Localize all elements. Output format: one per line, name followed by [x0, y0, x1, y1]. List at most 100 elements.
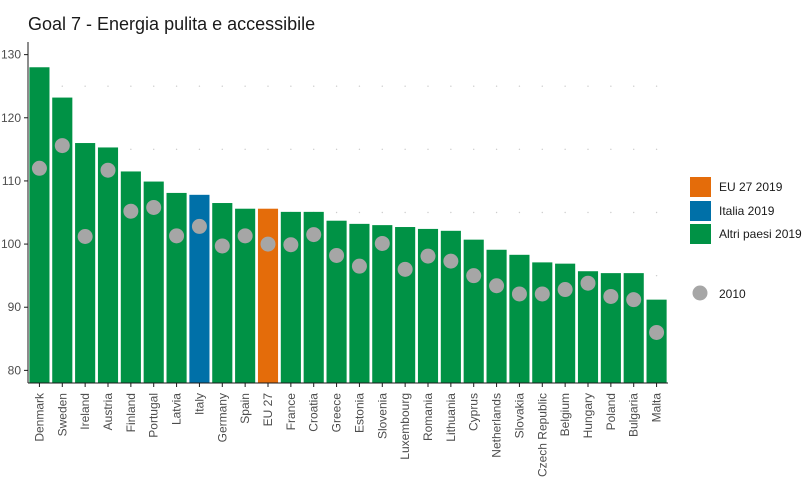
x-tick-label: Netherlands	[490, 393, 504, 458]
y-tick-label: 100	[1, 237, 21, 251]
point-2010-france	[283, 237, 299, 253]
bar-germany	[212, 203, 233, 383]
point-2010-lithuania	[443, 253, 459, 269]
y-tick-label: 130	[1, 48, 21, 62]
bar-denmark	[29, 67, 50, 383]
x-tick-label: Spain	[238, 393, 252, 424]
point-2010-cyprus	[466, 268, 482, 284]
chart-title: Goal 7 - Energia pulita e accessibile	[28, 14, 316, 34]
point-2010-hungary	[580, 275, 596, 291]
x-tick-label: Cyprus	[467, 393, 481, 431]
x-tick-label: France	[284, 393, 298, 431]
grid-point	[381, 148, 383, 151]
grid-point	[381, 85, 383, 87]
grid-point	[381, 211, 383, 214]
x-tick-label: Lithuania	[444, 393, 458, 442]
grid-point	[518, 211, 521, 214]
point-2010-belgium	[557, 282, 573, 298]
y-tick-label: 110	[2, 174, 21, 188]
grid-point	[655, 211, 658, 214]
x-tick-label: Germany	[215, 393, 229, 442]
x-tick-label: Belgium	[558, 393, 572, 436]
point-2010-germany	[214, 238, 230, 254]
grid-point	[564, 85, 566, 87]
bar-slovakia	[509, 254, 530, 383]
point-2010-bulgaria	[626, 292, 642, 308]
grid-point	[633, 211, 635, 214]
grid-point	[610, 148, 612, 151]
grid-point	[358, 148, 361, 151]
dots-layer	[31, 138, 665, 340]
x-tick-label: Austria	[101, 393, 115, 431]
x-tick-label: Latvia	[170, 393, 184, 425]
grid-point	[427, 211, 429, 214]
bar-portugal	[143, 181, 164, 383]
bar-latvia	[166, 192, 187, 383]
point-2010-czech-republic	[534, 286, 550, 302]
grid-point	[655, 148, 658, 151]
grid-point	[473, 85, 475, 87]
bar-lithuania	[440, 230, 461, 383]
x-tick-label: EU 27	[261, 393, 275, 427]
grid-point	[610, 85, 612, 87]
grid-point	[130, 85, 132, 87]
point-2010-latvia	[169, 228, 185, 244]
legend-swatch-eu	[690, 177, 711, 197]
bar-hungary	[577, 271, 599, 383]
x-tick-label: Sweden	[55, 393, 69, 436]
x-tick-label: Italy	[192, 393, 206, 415]
x-tick-label: Malta	[650, 393, 664, 423]
grid-point	[244, 85, 246, 87]
grid-point	[655, 85, 658, 87]
y-tick-label: 90	[8, 300, 22, 314]
x-tick-label: Hungary	[581, 393, 595, 438]
grid-point	[107, 85, 109, 87]
grid-point	[564, 211, 566, 214]
grid-point	[313, 148, 315, 151]
point-2010-slovakia	[511, 286, 527, 302]
x-tick-label: Denmark	[32, 392, 46, 442]
bar-slovenia	[372, 225, 393, 383]
point-2010-estonia	[351, 258, 367, 274]
legend-label-eu: EU 27 2019	[719, 180, 783, 194]
grid-point	[335, 211, 338, 214]
grid-point	[358, 85, 361, 87]
point-2010-romania	[420, 248, 436, 264]
grid-point	[404, 211, 406, 214]
bar-cyprus	[463, 239, 484, 383]
legend-label-altri: Altri paesi 2019	[719, 227, 802, 241]
x-tick-label: Czech Republic	[535, 393, 549, 477]
axes: 80 90 100 110 120 130 Denmark Sweden Ireland Aust…	[1, 42, 668, 477]
grid-point	[587, 85, 589, 87]
grid-point	[335, 148, 338, 151]
grid-point	[541, 148, 543, 151]
grid-point	[267, 85, 269, 87]
point-2010-ireland	[77, 228, 93, 244]
bar-estonia	[349, 223, 370, 383]
grid-point	[495, 148, 498, 151]
grid-point	[587, 148, 589, 151]
bar-belgium	[555, 263, 576, 383]
point-2010-malta	[649, 324, 665, 340]
grid-point	[404, 85, 406, 87]
grid-point	[633, 148, 635, 151]
grid-point	[290, 85, 292, 87]
bar-eu-27	[257, 208, 279, 383]
bar-netherlands	[486, 249, 507, 383]
point-2010-austria	[100, 162, 116, 178]
bar-bulgaria	[623, 273, 644, 383]
legend-label-2010: 2010	[719, 287, 746, 301]
x-tick-label: Bulgaria	[627, 393, 641, 437]
point-2010-italy	[191, 218, 207, 234]
grid-point	[473, 148, 475, 151]
point-2010-finland	[123, 203, 139, 219]
x-tick-label: Estonia	[352, 393, 366, 433]
grid-point	[404, 148, 406, 151]
grid-point	[495, 85, 498, 87]
grid-point	[473, 211, 475, 214]
point-2010-poland	[603, 288, 619, 304]
grid-point	[221, 148, 223, 151]
grid-point	[290, 148, 292, 151]
grid-point	[518, 85, 521, 87]
